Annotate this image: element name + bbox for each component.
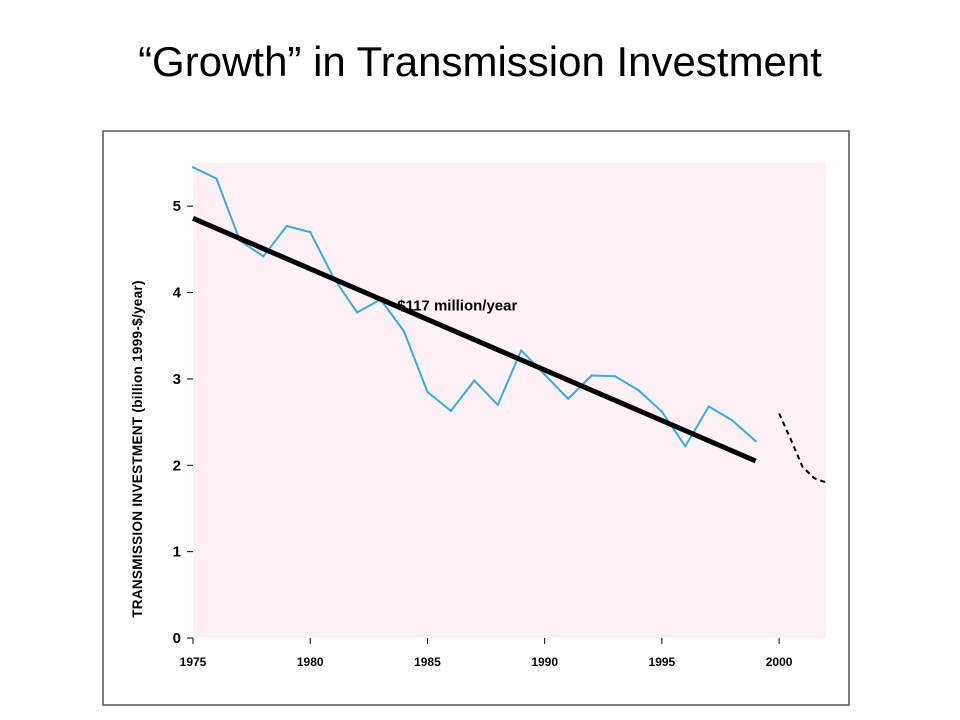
actual-investment-point xyxy=(613,375,617,378)
x-tick-label: 1985 xyxy=(414,655,441,669)
projection-dashed-line xyxy=(778,413,827,484)
y-axis-label-group: TRANSMISSION INVESTMENT (billion 1999-$/… xyxy=(130,280,145,618)
actual-investment-point xyxy=(355,311,359,314)
y-axis-label: TRANSMISSION INVESTMENT (billion 1999-$/… xyxy=(130,280,145,618)
y-tick-label: 0 xyxy=(173,630,181,647)
actual-investment-point xyxy=(402,330,406,333)
y-tick-label: 1 xyxy=(173,544,181,561)
y-tick-label: 5 xyxy=(173,198,181,215)
x-axis-ticks: 1975 1980 1985 1990 1995 2000 xyxy=(180,638,793,669)
y-tick-label: 4 xyxy=(173,285,182,302)
x-tick-label: 1975 xyxy=(180,655,207,669)
x-tick-label: 1990 xyxy=(531,655,558,669)
x-tick-label: 2000 xyxy=(766,655,793,669)
actual-investment-point xyxy=(754,439,757,443)
trend-rate-annotation: -$117 million/year xyxy=(392,298,517,315)
trend-line xyxy=(192,216,757,464)
actual-investment-point xyxy=(309,230,312,234)
actual-investment-point xyxy=(543,373,546,376)
actual-investment-point xyxy=(496,403,499,407)
series-layer xyxy=(191,166,827,484)
annotation-layer: -$117 million/year xyxy=(392,298,517,315)
actual-investment-point xyxy=(707,405,710,408)
x-tick-label: 1980 xyxy=(297,655,324,669)
actual-investment-point xyxy=(473,379,476,382)
y-tick-label: 2 xyxy=(173,457,181,474)
actual-investment-point xyxy=(566,397,570,400)
actual-investment-point xyxy=(215,177,218,180)
y-tick-label: 3 xyxy=(173,371,181,388)
actual-investment-point xyxy=(684,445,687,448)
plot-area xyxy=(193,163,826,638)
x-tick-label: 1995 xyxy=(649,655,676,669)
actual-investment-point xyxy=(590,374,593,377)
actual-investment-point xyxy=(191,166,195,169)
actual-investment-point xyxy=(262,255,265,258)
actual-investment-point xyxy=(637,388,640,392)
actual-investment-point xyxy=(731,419,734,422)
chart-frame: TRANSMISSION INVESTMENT (billion 1999-$/… xyxy=(102,130,850,706)
actual-investment-point xyxy=(520,349,523,352)
actual-investment-point xyxy=(449,409,453,413)
slide-title: “Growth” in Transmission Investment xyxy=(138,38,822,85)
actual-investment-point xyxy=(426,390,429,394)
y-axis-ticks: 0 1 2 3 4 5 xyxy=(173,198,193,647)
actual-investment-point xyxy=(660,410,664,413)
transmission-investment-chart: TRANSMISSION INVESTMENT (billion 1999-$/… xyxy=(102,130,850,706)
actual-investment-point xyxy=(285,224,288,228)
